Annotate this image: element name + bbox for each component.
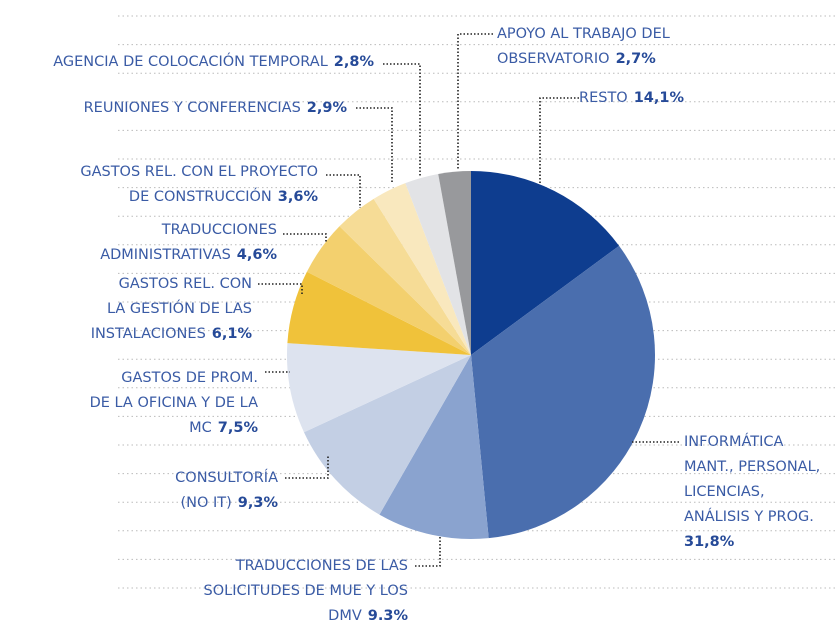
slice-label: GASTOS DE PROM. DE LA OFICINA Y DE LA MC 7,… — [90, 370, 259, 436]
value-label: 9.3% — [368, 608, 409, 623]
value-label: 7,5% — [218, 420, 259, 436]
pie-slice — [471, 245, 656, 539]
label-line: TRADUCCIONES — [161, 222, 277, 238]
label-line: SOLICITUDES DE MUE Y LOS — [204, 583, 408, 599]
label-line: GASTOS REL. CON EL PROYECTO — [80, 164, 318, 180]
label-line: GASTOS REL. CON — [119, 276, 252, 292]
label-line: REUNIONES Y CONFERENCIAS — [84, 100, 301, 116]
value-label: 4,6% — [237, 247, 278, 263]
pie-slice — [287, 343, 471, 433]
leader-line — [285, 455, 329, 479]
slice-label: TRADUCCIONES DE LAS SOLICITUDES DE MUE Y … — [204, 558, 409, 623]
leader-line — [258, 283, 303, 296]
leader-line — [383, 63, 421, 177]
value-label: 3,6% — [278, 189, 319, 205]
pie-slice — [379, 355, 489, 539]
label-line: OBSERVATORIO — [497, 51, 610, 67]
label-line: MANT., PERSONAL, — [684, 459, 820, 475]
label-line: LA GESTIÓN DE LAS — [107, 299, 252, 317]
label-line: DE LA OFICINA Y DE LA — [90, 395, 258, 411]
pie-slice — [339, 198, 471, 355]
label-line: CONSULTORÍA — [175, 469, 278, 486]
value-label: 31,8% — [684, 534, 735, 550]
value-label: 9,3% — [238, 495, 279, 511]
label-line: GASTOS DE PROM. — [121, 370, 258, 386]
slice-label: TRADUCCIONES ADMINISTRATIVAS 4,6% — [100, 222, 277, 263]
label-line: AGENCIA DE COLOCACIÓN TEMPORAL — [53, 52, 328, 70]
label-line: INSTALACIONES — [91, 326, 206, 342]
slice-label: AGENCIA DE COLOCACIÓN TEMPORAL 2,8% — [53, 52, 374, 70]
label-line: TRADUCCIONES DE LAS — [235, 558, 408, 574]
label-line: DMV — [328, 608, 362, 623]
label-line: DE CONSTRUCCIÓN — [129, 187, 272, 205]
value-label: 2,8% — [334, 54, 375, 70]
leader-line — [326, 174, 361, 208]
value-label: 14,1% — [634, 90, 685, 106]
pie-slice — [303, 355, 471, 515]
label-line: APOYO AL TRABAJO DEL — [497, 26, 670, 42]
slice-label: RESTO 14,1% — [579, 90, 684, 106]
label-line: INFORMÁTICA — [684, 433, 784, 450]
pie-slice — [373, 183, 471, 355]
value-label: 6,1% — [212, 326, 253, 342]
pie-slice — [287, 271, 471, 355]
slice-label: APOYO AL TRABAJO DEL OBSERVATORIO 2,7% — [497, 26, 670, 67]
label-line: MC — [189, 420, 212, 436]
label-line: ADMINISTRATIVAS — [100, 247, 231, 263]
slice-label: INFORMÁTICA MANT., PERSONAL, LICENCIAS, ANÁ… — [684, 433, 820, 550]
pie-slice — [405, 173, 471, 355]
label-line: ANÁLISIS Y PROG. — [684, 508, 814, 525]
leader-line — [283, 233, 327, 242]
pie-slice — [438, 171, 471, 355]
slice-label: GASTOS REL. CON EL PROYECTO DE CONSTRUCCI… — [80, 164, 318, 205]
slice-label: CONSULTORÍA (NO IT) 9,3% — [175, 469, 278, 511]
leader-line — [539, 97, 579, 185]
label-line: RESTO — [579, 90, 628, 106]
slice-label: REUNIONES Y CONFERENCIAS 2,9% — [84, 100, 348, 116]
slice-label: GASTOS REL. CON LA GESTIÓN DE LAS INSTALAC… — [91, 276, 253, 342]
pie-slice — [306, 226, 471, 355]
label-line: (NO IT) — [180, 495, 231, 511]
leader-line — [356, 107, 393, 183]
pie-slice — [471, 171, 620, 355]
value-label: 2,7% — [616, 51, 657, 67]
leader-line — [415, 535, 441, 567]
label-line: LICENCIAS, — [684, 484, 765, 500]
value-label: 2,9% — [307, 100, 348, 116]
leader-line — [457, 33, 493, 170]
